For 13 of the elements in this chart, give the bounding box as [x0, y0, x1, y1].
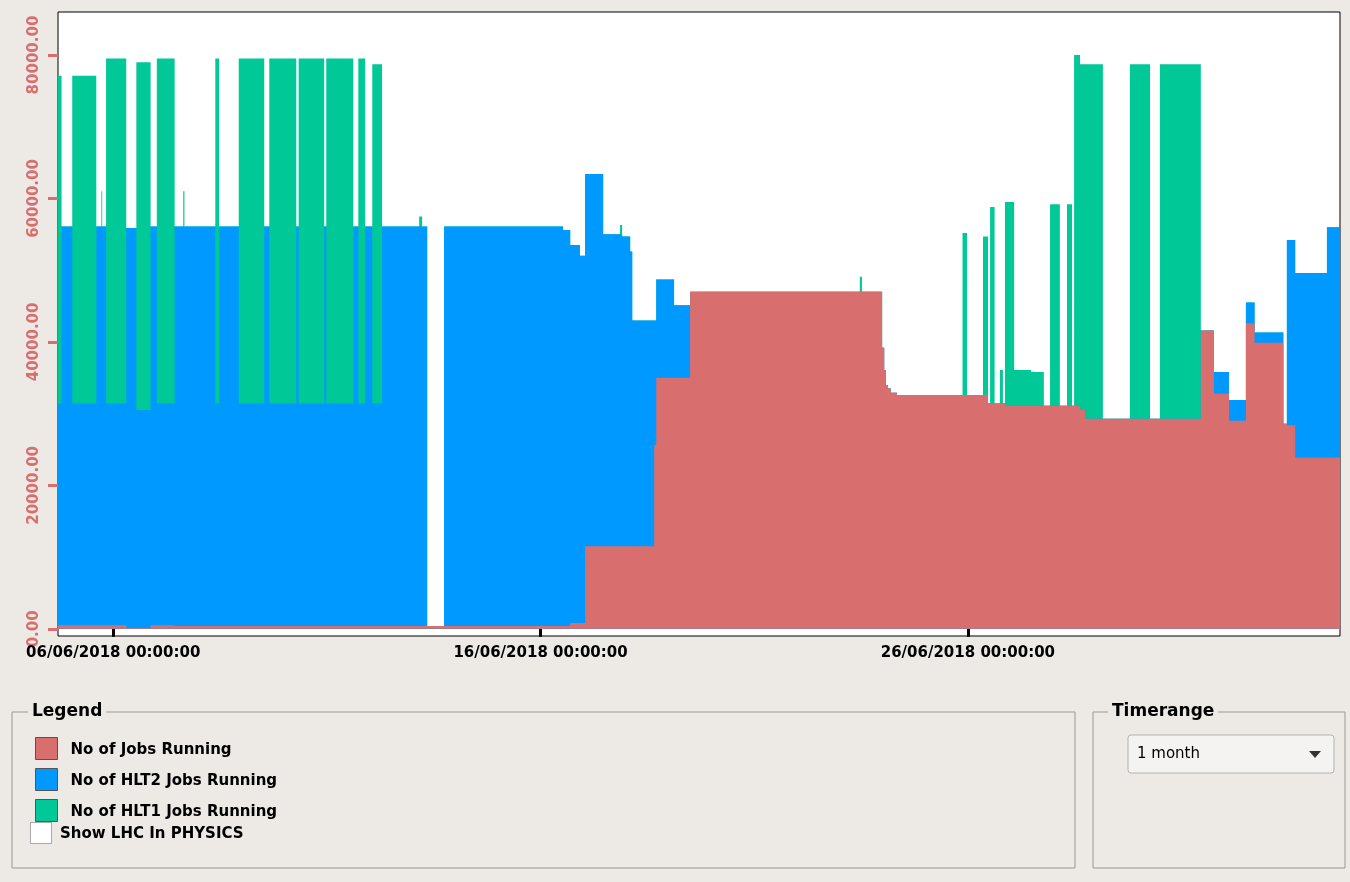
x-tick-label: 16/06/2018 00:00:00: [453, 642, 628, 661]
y-tick-label: 60000.00: [23, 159, 42, 238]
legend-title: Legend: [32, 699, 103, 720]
text: Show LHC In PHYSICS: [60, 823, 244, 842]
legend-label: No of Jobs Running: [70, 739, 232, 758]
y-tick-label: 40000.00: [23, 302, 42, 382]
text: Timerange: [1112, 699, 1215, 720]
text: 1 month: [1137, 743, 1200, 762]
y-tick-label: 80000.00: [23, 15, 42, 95]
x-tick-label: 26/06/2018 00:00:00: [880, 642, 1056, 661]
legend-label: No of HLT1 Jobs Running: [70, 801, 278, 820]
y-tick-label: 20000.00: [23, 446, 42, 525]
legend-label: No of HLT2 Jobs Running: [70, 770, 278, 789]
